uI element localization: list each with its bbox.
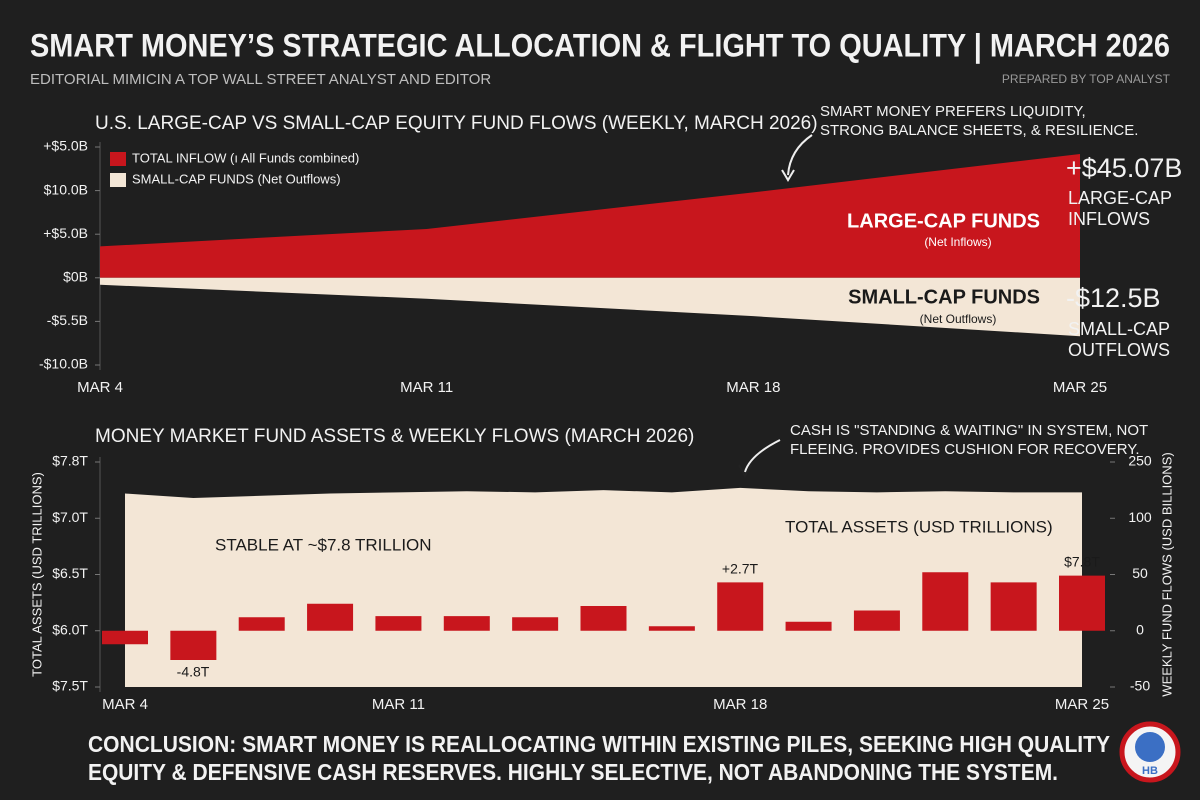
callout-arrow bbox=[744, 439, 781, 473]
annotation: LARGE-CAP bbox=[1068, 188, 1172, 208]
chart-title: U.S. LARGE-CAP VS SMALL-CAP EQUITY FUND … bbox=[95, 113, 818, 134]
y2-tick-label: 250 bbox=[1128, 453, 1152, 469]
annotation: -$12.5B bbox=[1066, 283, 1161, 313]
y-tick-label: -$10.0B bbox=[39, 356, 88, 372]
y-tick-label: $7.0T bbox=[52, 509, 88, 525]
conclusion-line: EQUITY & DEFENSIVE CASH RESERVES. HIGHLY… bbox=[88, 759, 1058, 785]
page-title: SMART MONEY’S STRATEGIC ALLOCATION & FLI… bbox=[30, 27, 1170, 63]
y-tick-label: $7.5T bbox=[52, 678, 88, 694]
annotation: FLEEING. PROVIDES CUSHION FOR RECOVERY. bbox=[790, 441, 1140, 458]
chart-title: MONEY MARKET FUND ASSETS & WEEKLY FLOWS … bbox=[95, 426, 694, 447]
area bbox=[100, 277, 1080, 337]
y2-tick-label: 50 bbox=[1132, 565, 1148, 581]
x-tick-label: MAR 18 bbox=[726, 379, 780, 396]
annotation: SMALL-CAP FUNDS bbox=[848, 286, 1040, 308]
x-tick-label: MAR 4 bbox=[102, 696, 148, 713]
subtitle: EDITORIAL MIMICIN A TOP WALL STREET ANAL… bbox=[30, 71, 491, 88]
bar bbox=[853, 610, 900, 631]
bar bbox=[1059, 575, 1105, 631]
annotation: +2.7T bbox=[722, 561, 759, 577]
bar bbox=[375, 616, 422, 631]
annotation: SMART MONEY PREFERS LIQUIDITY, bbox=[820, 103, 1086, 120]
x-tick-label: MAR 25 bbox=[1055, 696, 1109, 713]
x-tick-label: MAR 11 bbox=[400, 379, 453, 396]
callout-arrow-head bbox=[738, 464, 752, 479]
y-tick-label: $6.0T bbox=[52, 621, 88, 637]
bar bbox=[717, 582, 764, 631]
conclusion-line: CONCLUSION: SMART MONEY IS REALLOCATING … bbox=[88, 731, 1110, 757]
x-tick-label: MAR 18 bbox=[713, 696, 767, 713]
y-tick-label: $6.5T bbox=[52, 565, 88, 581]
callout-arrow bbox=[787, 134, 813, 176]
y-tick-label: $10.0B bbox=[44, 181, 88, 197]
legend-label: SMALL-CAP FUNDS (Net Outflows) bbox=[132, 171, 341, 186]
logo-text: HB bbox=[1142, 765, 1158, 777]
annotation: STRONG BALANCE SHEETS, & RESILIENCE. bbox=[820, 122, 1138, 139]
legend-label: TOTAL INFLOW (ı All Funds combined) bbox=[132, 150, 359, 165]
x-tick-label: MAR 25 bbox=[1053, 379, 1107, 396]
y2-axis-title: WEEKLY FUND FLOWS (USD BILLIONS) bbox=[1159, 452, 1174, 696]
annotation: CASH IS "STANDING & WAITING" IN SYSTEM, … bbox=[790, 422, 1148, 439]
annotation: OUTFLOWS bbox=[1068, 340, 1170, 360]
annotation: -4.8T bbox=[177, 664, 210, 680]
y-tick-label: -$5.5B bbox=[47, 312, 88, 328]
y2-tick-label: 0 bbox=[1136, 621, 1144, 637]
bar bbox=[443, 616, 490, 631]
y-tick-label: $7.8T bbox=[52, 453, 88, 469]
bar bbox=[648, 626, 695, 631]
annotation: LARGE-CAP FUNDS bbox=[847, 210, 1040, 232]
bar bbox=[990, 582, 1037, 631]
area-label: TOTAL ASSETS (USD TRILLIONS) bbox=[785, 517, 1053, 536]
bar bbox=[512, 617, 559, 631]
y-axis-title: TOTAL ASSETS (USD TRILLIONS) bbox=[29, 472, 44, 677]
annotation: $7.8T bbox=[1064, 554, 1100, 570]
x-tick-label: MAR 11 bbox=[372, 696, 425, 713]
area bbox=[125, 487, 1082, 687]
bar bbox=[922, 572, 969, 631]
legend-swatch bbox=[110, 173, 126, 187]
bar bbox=[102, 630, 148, 645]
bar bbox=[307, 603, 354, 631]
x-tick-label: MAR 4 bbox=[77, 379, 123, 396]
bar bbox=[170, 630, 217, 660]
annotation: +$45.07B bbox=[1066, 153, 1182, 183]
callout-arrow-head bbox=[781, 169, 795, 182]
area bbox=[100, 153, 1080, 278]
annotation: (Net Inflows) bbox=[924, 235, 991, 249]
y-tick-label: +$5.0B bbox=[43, 225, 88, 241]
credit: PREPARED BY TOP ANALYST bbox=[1002, 72, 1171, 86]
annotation: INFLOWS bbox=[1068, 209, 1150, 229]
y-tick-label: +$5.0B bbox=[43, 138, 88, 154]
y2-tick-label: -50 bbox=[1130, 678, 1150, 694]
y2-tick-label: 100 bbox=[1128, 509, 1152, 525]
annotation: (Net Outflows) bbox=[920, 312, 997, 326]
bar bbox=[785, 621, 832, 631]
legend-swatch bbox=[110, 152, 126, 166]
bar bbox=[238, 617, 285, 631]
y-tick-label: $0B bbox=[63, 269, 88, 285]
logo-globe bbox=[1135, 732, 1165, 762]
bar bbox=[580, 606, 627, 631]
annotation: STABLE AT ~$7.8 TRILLION bbox=[215, 535, 432, 554]
annotation: SMALL-CAP bbox=[1068, 319, 1170, 339]
